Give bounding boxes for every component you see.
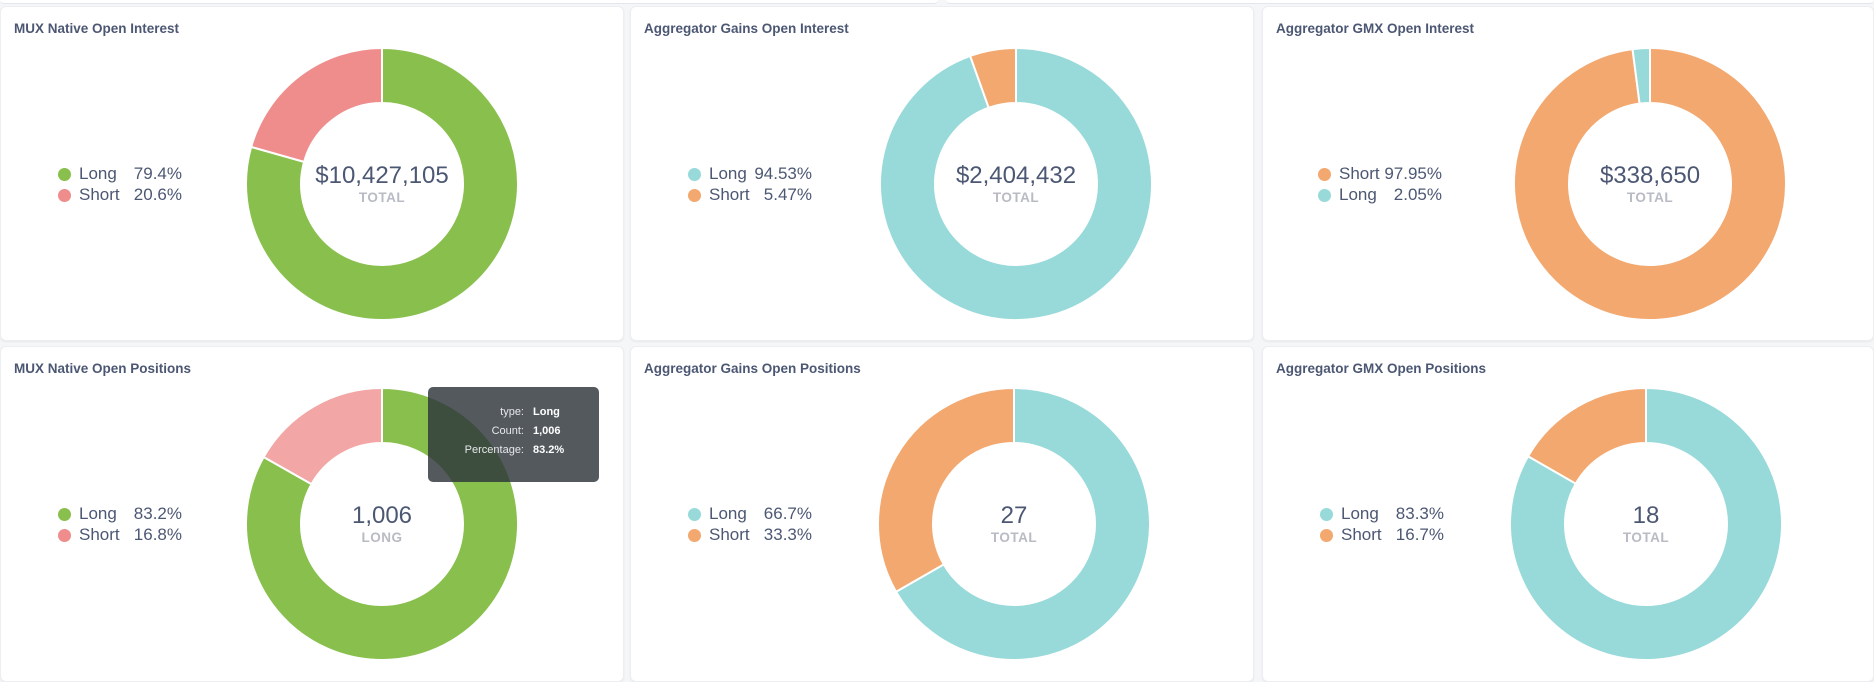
- card-title[interactable]: MUX Native Open Positions: [14, 361, 192, 376]
- legend-percentage: 33.3%: [763, 525, 812, 544]
- legend-dot-icon: [58, 168, 71, 181]
- legend-dot-icon: [1320, 529, 1333, 542]
- donut-slice-short[interactable]: [249, 46, 383, 164]
- donut-center-value: $2,404,432: [955, 162, 1077, 189]
- donut-slice-short[interactable]: [877, 386, 1015, 594]
- tooltip-row-count: Count: 1,006: [428, 425, 599, 441]
- legend-label: Long: [709, 504, 747, 523]
- donut-slice-long[interactable]: [1509, 386, 1783, 661]
- legend-dot-icon: [688, 168, 701, 181]
- legend-percentage: 97.95%: [1384, 164, 1442, 183]
- donut-center-label: TOTAL: [1622, 530, 1670, 545]
- donut-slice-long[interactable]: [894, 386, 1151, 661]
- donut-center-value: $338,650: [1599, 162, 1701, 189]
- legend-label: Short: [1339, 164, 1380, 183]
- legend-label: Short: [79, 185, 120, 204]
- donut-slice-long[interactable]: [245, 46, 519, 321]
- donut-center-value: 1,006: [351, 502, 413, 529]
- legend-percentage: 79.4%: [133, 164, 182, 183]
- donut-slice-short[interactable]: [1526, 386, 1647, 486]
- legend-dot-icon: [58, 508, 71, 521]
- legend-percentage: 94.53%: [754, 164, 812, 183]
- legend-label: Short: [1341, 525, 1382, 544]
- legend-dot-icon: [688, 529, 701, 542]
- donut-center-value: 27: [1000, 502, 1028, 529]
- donut-center-label: TOTAL: [358, 190, 406, 205]
- donut-center-value: $10,427,105: [315, 162, 449, 189]
- donut-slice-short[interactable]: [968, 46, 1017, 110]
- legend-percentage: 2.05%: [1393, 185, 1442, 204]
- donut-slice-long[interactable]: [1631, 46, 1651, 105]
- card-title[interactable]: Aggregator GMX Open Positions: [1276, 361, 1487, 376]
- legend-label: Long: [79, 504, 117, 523]
- tooltip-key: Percentage:: [464, 444, 524, 456]
- legend-percentage: 5.47%: [763, 185, 812, 204]
- legend-dot-icon: [1320, 508, 1333, 521]
- donut-center-value: 18: [1632, 502, 1660, 529]
- legend-label: Long: [1341, 504, 1379, 523]
- donut-center-label: LONG: [361, 530, 403, 545]
- legend-dot-icon: [688, 508, 701, 521]
- legend-label: Short: [709, 525, 750, 544]
- legend-percentage: 83.2%: [133, 504, 182, 523]
- donut-center-label: TOTAL: [992, 190, 1040, 205]
- legend-percentage: 66.7%: [763, 504, 812, 523]
- legend-label: Short: [709, 185, 750, 204]
- donut-slice-long[interactable]: [879, 46, 1153, 321]
- tooltip-row-percentage: Percentage: 83.2%: [428, 444, 599, 460]
- card-title[interactable]: Aggregator Gains Open Interest: [644, 21, 849, 36]
- legend-dot-icon: [1318, 168, 1331, 181]
- tooltip-value: Long: [533, 406, 560, 418]
- tooltip-value: 83.2%: [533, 444, 565, 456]
- legend-dot-icon: [58, 529, 71, 542]
- legend-dot-icon: [1318, 189, 1331, 202]
- legend-label: Long: [709, 164, 747, 183]
- chart-tooltip: type: Long Count: 1,006 Percentage: 83.2…: [428, 387, 599, 482]
- legend-label: Long: [1339, 185, 1377, 204]
- tooltip-value: 1,006: [533, 425, 561, 437]
- tooltip-row-type: type: Long: [428, 406, 599, 422]
- legend-percentage: 16.7%: [1395, 525, 1444, 544]
- donut-center-label: TOTAL: [990, 530, 1038, 545]
- legend-percentage: 20.6%: [133, 185, 182, 204]
- tooltip-key: type:: [500, 406, 524, 418]
- tooltip-key: Count:: [491, 425, 524, 437]
- donut-slice-short[interactable]: [1513, 46, 1787, 321]
- card-title[interactable]: Aggregator Gains Open Positions: [644, 361, 861, 376]
- card-title[interactable]: MUX Native Open Interest: [14, 21, 180, 36]
- legend-percentage: 16.8%: [133, 525, 182, 544]
- card-title[interactable]: Aggregator GMX Open Interest: [1276, 21, 1475, 36]
- legend-dot-icon: [688, 189, 701, 202]
- legend-label: Long: [79, 164, 117, 183]
- legend-dot-icon: [58, 189, 71, 202]
- top-edge-card: [0, 0, 938, 4]
- top-edge-card: [946, 0, 1874, 4]
- donut-center-label: TOTAL: [1626, 190, 1674, 205]
- legend-label: Short: [79, 525, 120, 544]
- legend-percentage: 83.3%: [1395, 504, 1444, 523]
- donut-slice-short[interactable]: [262, 386, 383, 486]
